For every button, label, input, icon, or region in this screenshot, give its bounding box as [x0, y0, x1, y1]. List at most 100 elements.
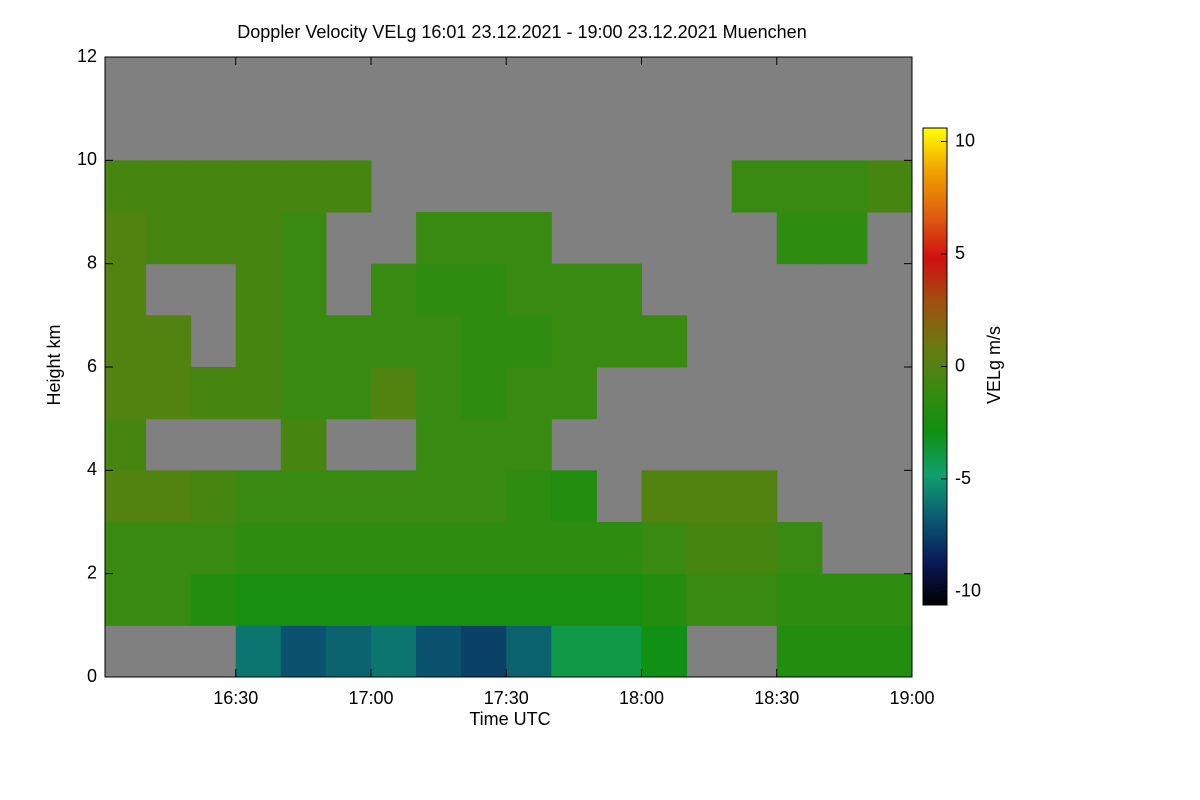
heatmap-cell — [461, 367, 507, 420]
heatmap-cell — [280, 315, 327, 368]
heatmap-cell — [235, 470, 282, 523]
heatmap-cell — [596, 522, 642, 575]
heatmap-cell — [105, 367, 147, 420]
heatmap-cell — [370, 263, 417, 316]
heatmap-cell — [461, 212, 507, 265]
colorbar-tick-label: 10 — [955, 130, 975, 150]
heatmap-cell — [551, 625, 597, 678]
heatmap-cell — [596, 315, 642, 368]
x-tick-label: 17:00 — [348, 688, 393, 708]
heatmap-cell — [641, 470, 688, 523]
heatmap-cell — [461, 470, 507, 523]
heatmap-cell — [145, 212, 192, 265]
heatmap-cell — [416, 470, 462, 523]
x-tick-label: 19:00 — [889, 688, 934, 708]
x-tick-label: 18:00 — [619, 688, 664, 708]
colorbar-tick-label: -10 — [955, 580, 981, 600]
heatmap-cell — [641, 625, 688, 678]
heatmap-cell — [370, 470, 417, 523]
heatmap-cell — [105, 522, 147, 575]
heatmap-cell — [506, 470, 552, 523]
heatmap-cell — [325, 625, 372, 678]
heatmap-cell — [821, 573, 868, 626]
heatmap-cell — [370, 625, 417, 678]
heatmap-cell — [506, 263, 552, 316]
heatmap-cell — [280, 367, 327, 420]
heatmap-cell — [866, 625, 913, 678]
colorbar-label: VELg m/s — [984, 326, 1004, 404]
heatmap-cell — [506, 573, 552, 626]
heatmap-cell — [596, 573, 642, 626]
heatmap-cell — [416, 212, 462, 265]
heatmap-cell — [280, 573, 327, 626]
heatmap-cell — [731, 160, 778, 213]
heatmap-cell — [776, 573, 823, 626]
heatmap-cell — [235, 315, 282, 368]
heatmap-cell — [596, 625, 642, 678]
heatmap-cell — [776, 522, 823, 575]
heatmap-cell — [190, 470, 237, 523]
x-tick-label: 17:30 — [484, 688, 529, 708]
heatmap-cell — [190, 212, 237, 265]
heatmap-cell — [461, 315, 507, 368]
heatmap-cell — [416, 625, 462, 678]
heatmap-cell — [551, 263, 597, 316]
heatmap-cell — [370, 367, 417, 420]
heatmap-cell — [325, 470, 372, 523]
heatmap-cell — [325, 367, 372, 420]
colorbar-tick-label: -5 — [955, 468, 971, 488]
heatmap-cell — [551, 367, 597, 420]
heatmap-cell — [776, 625, 823, 678]
heatmap-cell — [235, 160, 282, 213]
heatmap-cell — [105, 212, 147, 265]
colorbar-tick-label: 0 — [955, 355, 965, 375]
heatmap-cell — [105, 470, 147, 523]
heatmap-cell — [105, 573, 147, 626]
heatmap-cell — [551, 315, 597, 368]
heatmap-cell — [370, 315, 417, 368]
heatmap-cell — [416, 367, 462, 420]
heatmap-cell — [280, 160, 327, 213]
heatmap-cell — [776, 212, 823, 265]
heatmap-cell — [551, 522, 597, 575]
heatmap-cell — [731, 573, 778, 626]
heatmap-cell — [105, 263, 147, 316]
heatmap-cell — [105, 160, 147, 213]
heatmap-cell — [280, 522, 327, 575]
heatmap-cell — [821, 160, 868, 213]
y-tick-label: 2 — [87, 562, 97, 582]
heatmap-cell — [325, 522, 372, 575]
heatmap-cell — [235, 625, 282, 678]
heatmap-cell — [461, 418, 507, 471]
heatmap-cell — [280, 418, 327, 471]
y-tick-label: 8 — [87, 252, 97, 272]
heatmap-cell — [145, 315, 192, 368]
heatmap-cell — [235, 522, 282, 575]
heatmap-cell — [145, 160, 192, 213]
heatmap-cell — [686, 522, 733, 575]
y-tick-label: 10 — [77, 149, 97, 169]
heatmap-cell — [416, 573, 462, 626]
y-axis-label: Height km — [44, 324, 64, 405]
heatmap-cell — [280, 212, 327, 265]
heatmap-cell — [145, 470, 192, 523]
heatmap-cell — [506, 625, 552, 678]
heatmap-cell — [325, 315, 372, 368]
heatmap-cell — [325, 160, 372, 213]
x-tick-label: 18:30 — [754, 688, 799, 708]
heatmap-cell — [731, 470, 778, 523]
heatmap-cell — [506, 522, 552, 575]
heatmap-cell — [235, 367, 282, 420]
heatmap-cell — [145, 573, 192, 626]
heatmap-cell — [416, 522, 462, 575]
heatmap-cell — [596, 263, 642, 316]
heatmap-cell — [866, 160, 913, 213]
heatmap-cell — [235, 212, 282, 265]
heatmap-cell — [235, 263, 282, 316]
heatmap-cell — [506, 418, 552, 471]
heatmap-cell — [461, 263, 507, 316]
heatmap-cell — [641, 573, 688, 626]
heatmap-cell — [776, 160, 823, 213]
